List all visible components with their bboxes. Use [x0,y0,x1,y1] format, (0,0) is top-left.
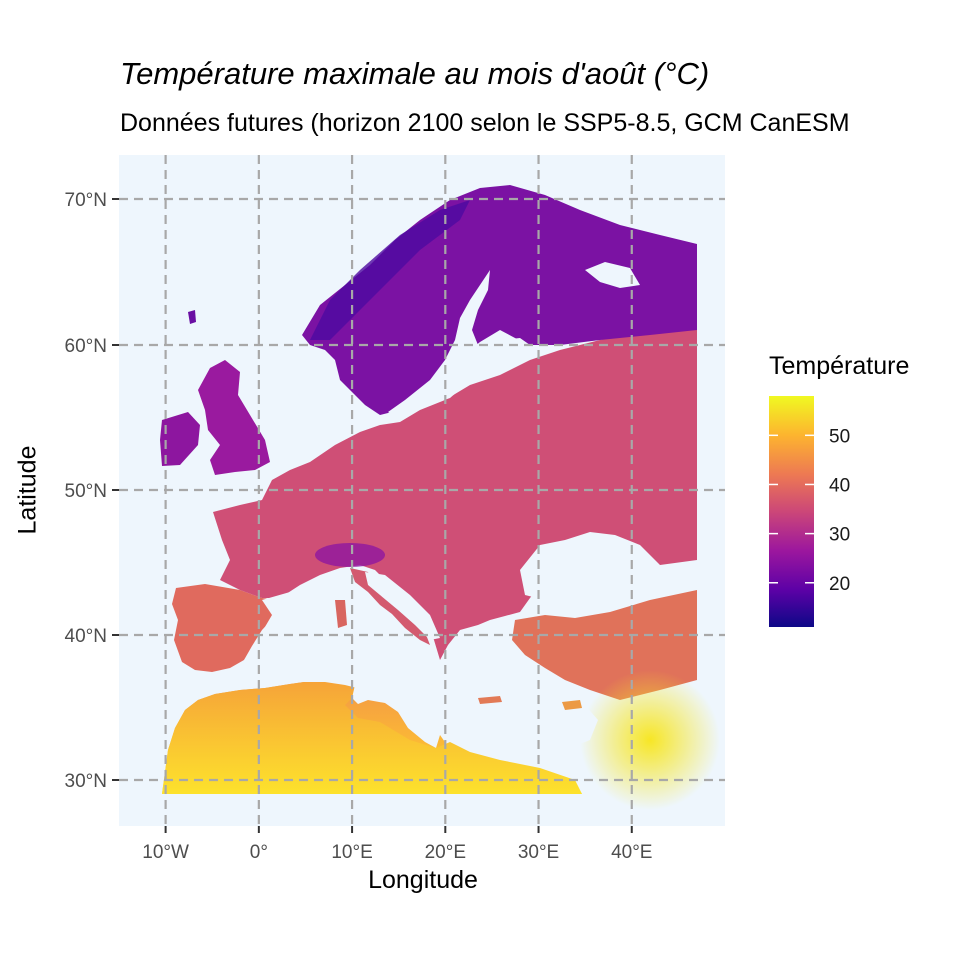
legend-tick-label: 50 [829,426,850,447]
legend-tick-label: 20 [829,574,850,595]
land-italy [350,568,430,645]
x-tick-label: 10°E [331,842,372,863]
x-axis: 10°W 0° 10°E 20°E 30°E 40°E [142,826,652,863]
land-ireland [160,412,200,466]
black-sea [520,532,660,600]
y-tick-label: 60°N [65,336,107,357]
white-sea [585,262,640,288]
legend-title: Température [769,352,910,380]
map-subtitle: Données futures (horizon 2100 selon le S… [120,109,850,137]
baltic-sea [388,270,530,418]
legend: 50 40 30 20 [769,396,850,627]
alps [315,543,385,567]
x-tick-label: 40°E [611,842,652,863]
land-africa-hot [162,672,582,794]
y-tick-label: 50°N [65,481,107,502]
land-cyprus [562,700,582,710]
x-axis-title: Longitude [368,866,478,894]
x-tick-label: 0° [250,842,268,863]
hot-spot-arabia [580,670,720,810]
y-tick-label: 40°N [65,626,107,647]
x-tick-label: 30°E [518,842,559,863]
map-title: Température maximale au mois d'août (°C) [120,56,710,91]
y-axis: 30°N 40°N 50°N 60°N 70°N [65,190,119,792]
temperature-raster [160,185,720,810]
x-tick-label: 20°E [425,842,466,863]
graticule [119,155,725,826]
y-tick-label: 70°N [65,190,107,211]
land-sardinia [335,600,347,628]
adriatic-sea [365,572,440,640]
aegean-sea [462,625,510,690]
legend-colorbar [769,396,814,627]
y-tick-label: 30°N [65,771,107,792]
land-crete [478,696,502,704]
scandinavian-mountains [310,200,470,340]
land-faroe [188,310,196,324]
mediterranean-sea [240,570,598,748]
y-axis-title: Latitude [13,445,42,535]
land-iberia [172,584,280,672]
legend-tick-label: 30 [829,525,850,546]
legend-tick-label: 40 [829,475,850,496]
land-great-britain [198,360,270,475]
x-tick-label: 10°W [142,842,189,863]
